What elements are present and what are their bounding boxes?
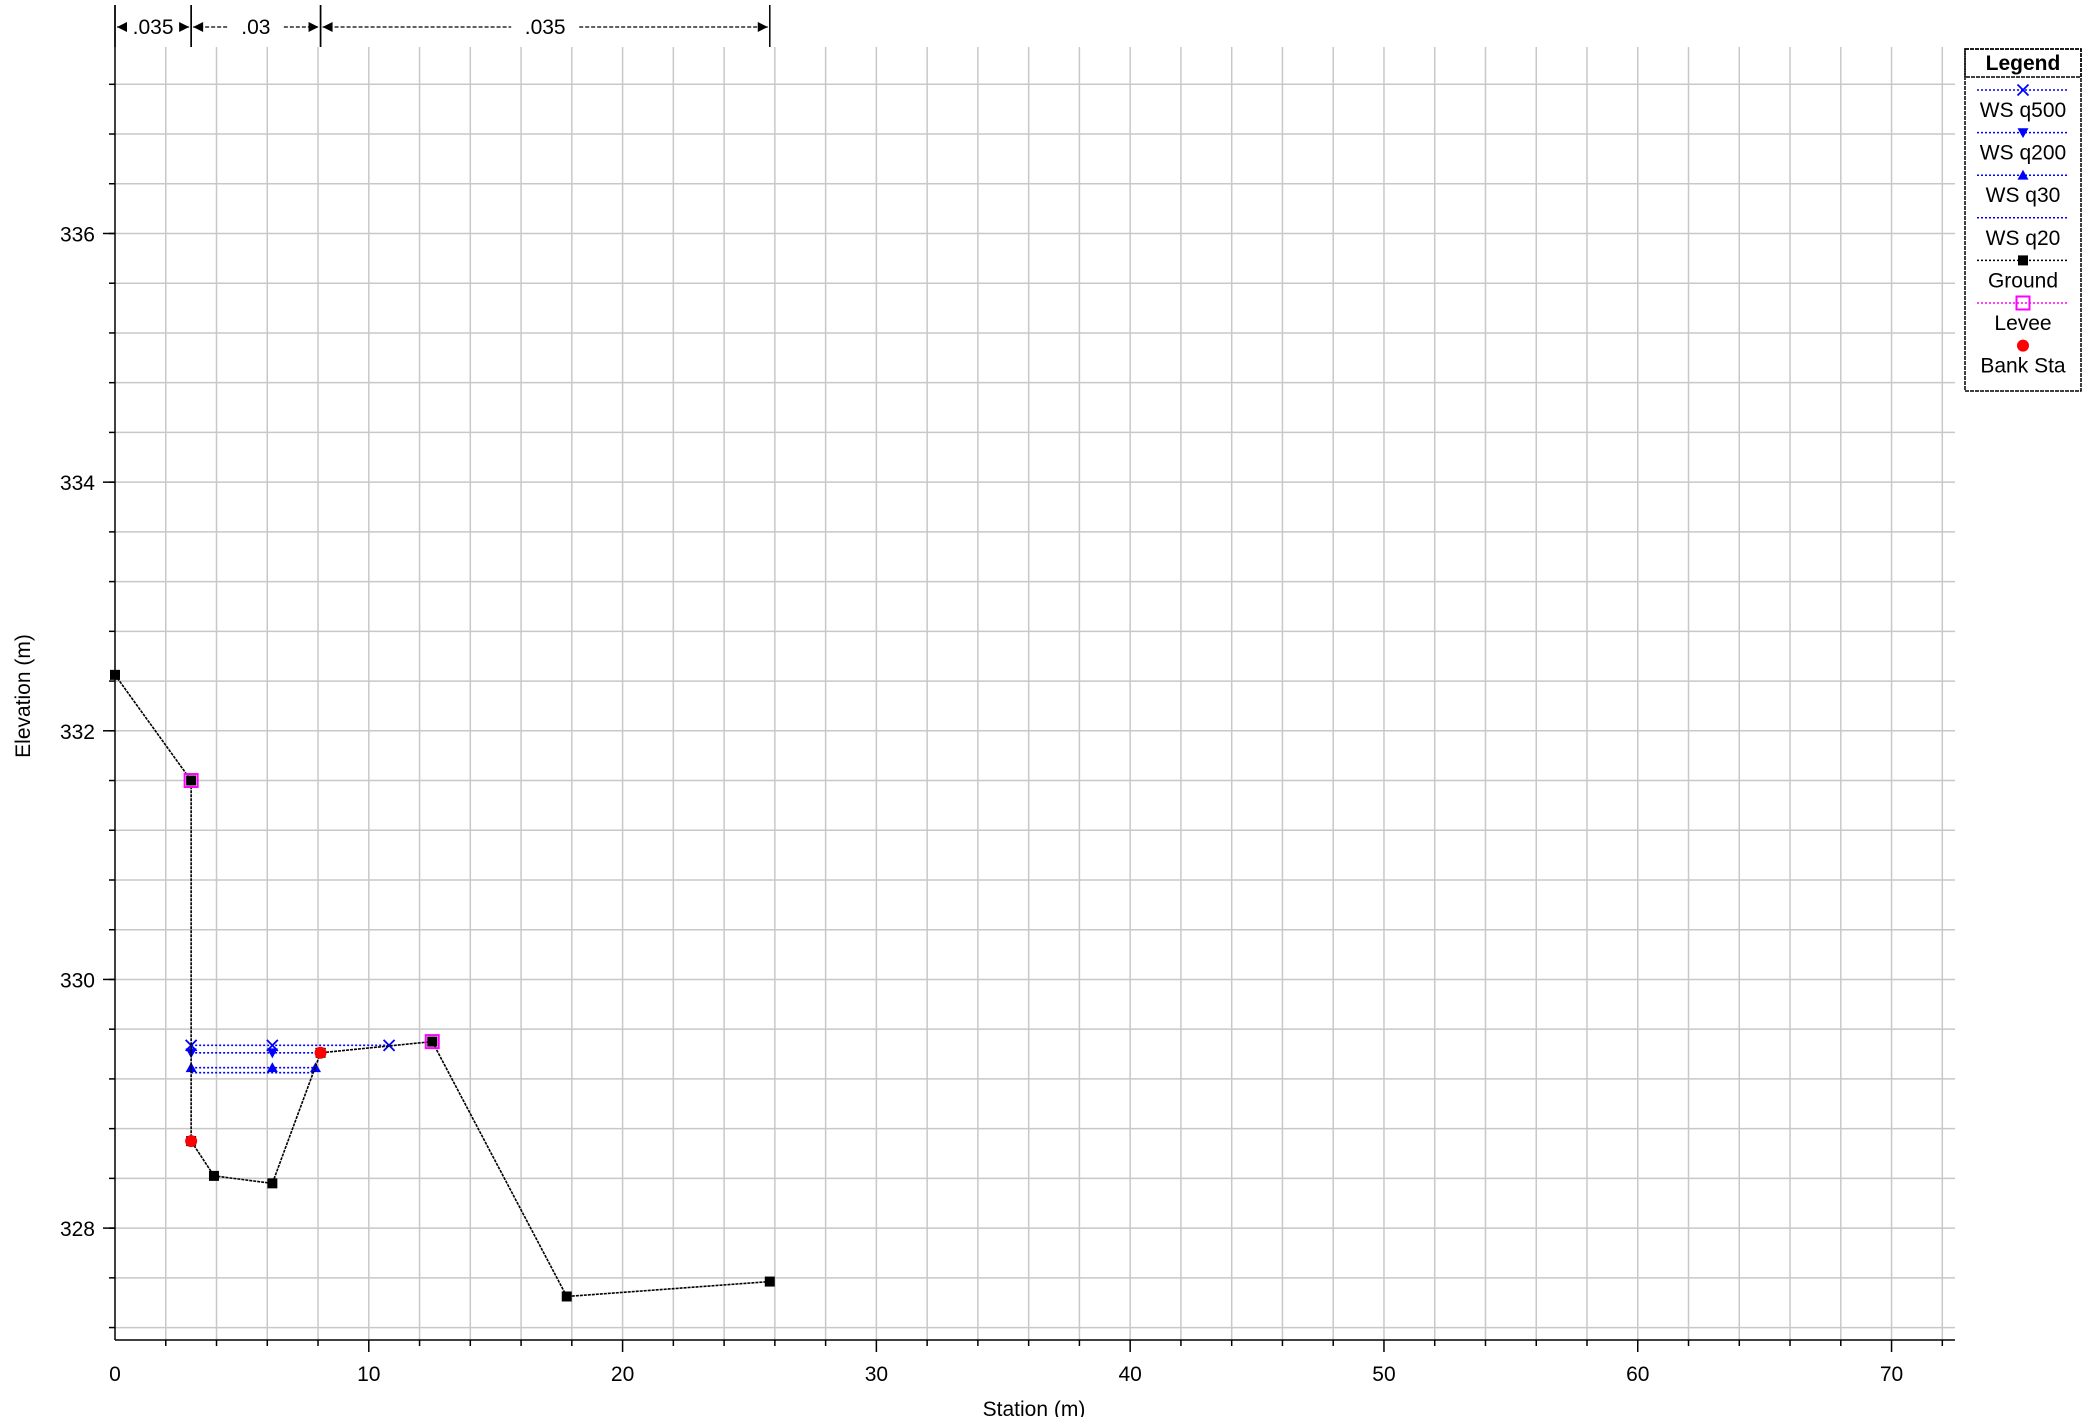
- data-point-ground: [561, 1291, 572, 1302]
- legend-label: WS q20: [1986, 227, 2061, 250]
- data-point-ws-q500: [382, 1039, 396, 1052]
- data-point-ws-q30: [309, 1062, 321, 1073]
- mannings-n-bar: .035 .03 .035: [114, 5, 771, 47]
- legend-label: Levee: [1994, 312, 2051, 335]
- x-tick-label: 20: [611, 1363, 634, 1386]
- data-point-levee: [183, 773, 199, 789]
- y-tick-label: 328: [60, 1218, 95, 1241]
- x-tick-label: 30: [865, 1363, 888, 1386]
- series-layer: [110, 669, 775, 1302]
- x-axis-title: Station (m): [983, 1398, 1086, 1417]
- legend-box: [1964, 48, 2082, 392]
- legend-item-ws-q500: WS q500: [1977, 83, 2069, 122]
- legend-title-box: [1964, 48, 2082, 78]
- data-point-ground: [110, 669, 120, 680]
- legend-label: Bank Sta: [1980, 355, 2066, 378]
- x-tick-label: 40: [1118, 1363, 1141, 1386]
- legend-swatch-marker: [2017, 339, 2029, 352]
- x-tick-label: 10: [357, 1363, 380, 1386]
- legend-label: Ground: [1988, 269, 2058, 292]
- legend-label: WS q500: [1980, 99, 2066, 122]
- y-tick-label: 336: [60, 223, 95, 246]
- x-tick-label: 70: [1880, 1363, 1903, 1386]
- legend-swatch-marker: [2015, 295, 2031, 311]
- series-levee: [183, 773, 440, 1050]
- legend-item-ws-q200: WS q200: [1977, 128, 2069, 165]
- legend-swatch-marker: [2018, 255, 2028, 266]
- x-tick-label: 60: [1626, 1363, 1649, 1386]
- data-point-ground: [186, 775, 197, 786]
- mannings-n-arrowhead: [308, 22, 319, 32]
- mannings-n-arrowhead: [322, 22, 333, 32]
- legend-label: WS q200: [1980, 142, 2066, 165]
- data-point-ground: [267, 1178, 278, 1189]
- data-point-ground: [208, 1170, 219, 1181]
- legend-item-ground: Ground: [1977, 255, 2069, 292]
- y-tick-label: 334: [60, 472, 95, 495]
- mannings-n-label: .03: [241, 16, 270, 39]
- grid-layer: [115, 47, 1955, 1340]
- x-tick-label: 50: [1372, 1363, 1395, 1386]
- mannings-n-label: .035: [525, 16, 566, 39]
- legend-item-bank-sta: Bank Sta: [1980, 339, 2066, 378]
- data-point-ground: [427, 1036, 438, 1047]
- mannings-n-arrowhead: [757, 22, 768, 32]
- legend-item-ws-q20: WS q20: [1977, 217, 2069, 250]
- series-bank-sta: [185, 1046, 327, 1148]
- mannings-n-arrowhead: [117, 22, 127, 32]
- axes-layer: 0 10 20 30 40 50 60 70 328 330 332 334 336: [60, 5, 1955, 1386]
- legend-swatch-marker: [2017, 128, 2029, 139]
- legend-swatch-marker: [2016, 83, 2030, 97]
- legend-item-ws-q30: WS q30: [1977, 169, 2069, 207]
- legend-item-levee: Levee: [1977, 295, 2069, 335]
- legend-swatch-marker: [2017, 169, 2029, 180]
- data-point-ground: [764, 1276, 775, 1287]
- x-tick-label: 0: [109, 1363, 121, 1386]
- mannings-n-arrowhead: [193, 22, 204, 32]
- y-tick-label: 330: [60, 969, 95, 992]
- y-axis-title: Elevation (m): [12, 634, 35, 758]
- legend: Legend WS q500 WS q200 WS q30 WS q20 Ground Le…: [1964, 48, 2082, 392]
- data-point-bank-sta: [185, 1135, 198, 1148]
- series-line-ground: [114, 674, 770, 1298]
- data-point-ws-q200: [185, 1048, 197, 1059]
- data-point-ws-q200: [266, 1048, 278, 1059]
- data-point-ws-q30: [266, 1062, 278, 1073]
- legend-title: Legend: [1986, 52, 2061, 75]
- legend-label: WS q30: [1986, 184, 2061, 207]
- mannings-n-label: .035: [133, 16, 174, 39]
- data-point-levee: [424, 1034, 440, 1050]
- y-tick-label: 332: [60, 721, 95, 744]
- mannings-n-arrowhead: [179, 22, 190, 32]
- data-point-bank-sta: [314, 1046, 327, 1059]
